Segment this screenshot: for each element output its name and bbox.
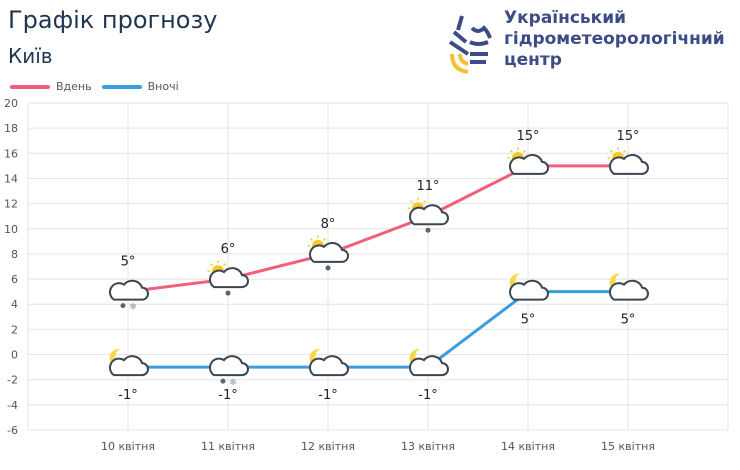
y-tick-label: 16 [4, 147, 18, 160]
x-tick-label: 12 квітня [301, 440, 355, 453]
moon-cloud-icon [609, 273, 649, 301]
data-label: 15° [616, 129, 639, 144]
y-tick-label: 2 [11, 323, 18, 336]
x-tick-label: 13 квітня [401, 440, 455, 453]
sun-cloud-rain-icon [407, 197, 449, 233]
x-tick-label: 11 квітня [201, 440, 255, 453]
data-label: 5° [121, 255, 136, 270]
x-tick-label: 14 квітня [501, 440, 555, 453]
data-label: 6° [221, 242, 236, 257]
data-label: 5° [521, 313, 536, 328]
org-name: Український гідрометеорологічний центр [504, 8, 725, 71]
sun-cloud-rain-icon [207, 260, 249, 296]
sun-cloud-icon [607, 147, 649, 175]
org-line: гідрометеорологічний [504, 29, 725, 49]
svg-text:❄: ❄ [229, 378, 237, 388]
x-tick-label: 15 квітня [601, 440, 655, 453]
city-name: Київ [8, 44, 53, 68]
moon-cloud-icon [509, 273, 549, 301]
y-tick-label: -6 [7, 424, 18, 437]
legend-swatch-night [101, 84, 142, 89]
org-line: Український [504, 8, 627, 28]
y-tick-label: -2 [7, 374, 18, 387]
cloud-rain-snow-icon: ❄ [209, 355, 249, 388]
data-label: -1° [218, 388, 237, 403]
svg-text:❄: ❄ [129, 303, 137, 313]
y-tick-label: 12 [4, 198, 18, 211]
sun-cloud-rain-icon [307, 235, 349, 271]
y-tick-label: 14 [4, 172, 18, 185]
data-label: -1° [418, 388, 437, 403]
org-line: центр [504, 50, 562, 70]
data-label: 5° [621, 313, 636, 328]
y-tick-label: -4 [7, 399, 18, 412]
legend-swatch-day [10, 84, 50, 89]
y-tick-label: 10 [4, 223, 18, 236]
data-label: 15° [516, 129, 539, 144]
legend-day[interactable]: Вдень [56, 80, 92, 93]
data-label: -1° [318, 388, 337, 403]
legend-night[interactable]: Вночі [147, 80, 179, 93]
y-tick-label: 0 [11, 349, 18, 362]
moon-cloud-icon [309, 349, 349, 377]
x-tick-label: 10 квітня [101, 440, 155, 453]
y-tick-label: 20 [4, 97, 18, 110]
moon-cloud-icon [409, 349, 449, 377]
ugmc-logo-icon [448, 15, 492, 74]
moon-cloud-icon [109, 349, 149, 377]
y-tick-label: 4 [11, 298, 18, 311]
data-label: 11° [416, 179, 439, 194]
legend: Вдень Вночі [10, 80, 179, 93]
y-tick-label: 8 [11, 248, 18, 261]
data-label: -1° [118, 388, 137, 403]
y-tick-label: 6 [11, 273, 18, 286]
cloud-rain-snow-icon: ❄ [109, 279, 149, 313]
page-title: Графік прогнозу [8, 6, 218, 34]
data-label: 8° [321, 217, 336, 232]
y-tick-label: 18 [4, 122, 18, 135]
sun-cloud-icon [507, 147, 549, 175]
